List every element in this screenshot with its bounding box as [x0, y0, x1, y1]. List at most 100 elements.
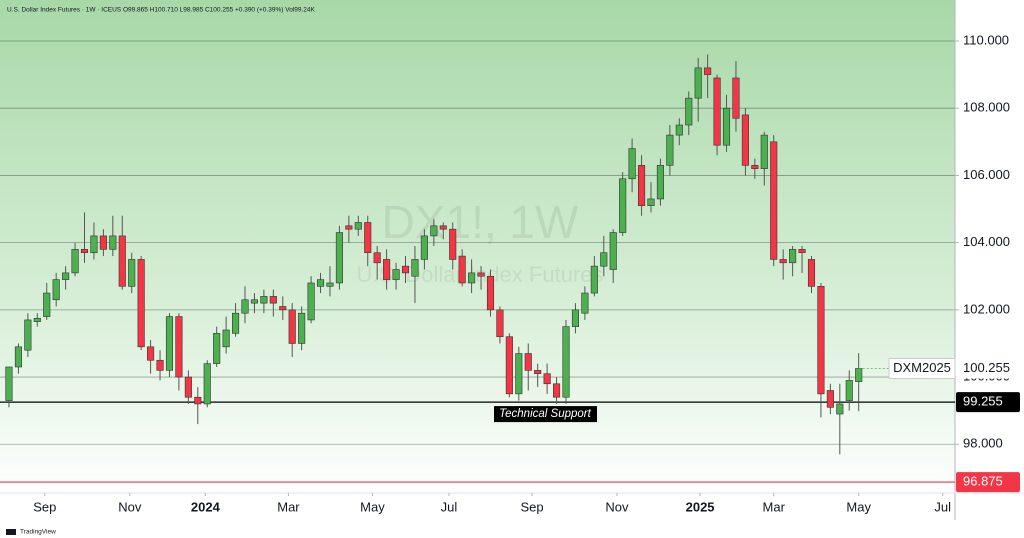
candle-body [156, 359, 164, 371]
x-tick-label: 2024 [191, 499, 221, 514]
candle-body [383, 259, 391, 280]
candle-body [741, 114, 749, 166]
candle-body [845, 380, 853, 401]
candle-body [505, 336, 513, 395]
candle-body [326, 282, 334, 287]
candle-body [798, 249, 806, 254]
x-tick-label: Jul [934, 499, 951, 514]
candle-body [685, 97, 693, 126]
candle-body [807, 259, 816, 287]
candle-body [836, 403, 844, 415]
candles [5, 54, 863, 455]
candle-body [449, 228, 457, 260]
candle-body [165, 316, 174, 371]
candle-body [826, 390, 834, 408]
y-tick-label: 110.000 [963, 32, 1009, 47]
x-tick-label: Mar [763, 499, 786, 514]
candle-body [496, 309, 504, 338]
candle-body [109, 235, 117, 250]
candle-body [288, 309, 296, 344]
candle-body [628, 148, 636, 180]
candle-body [184, 376, 192, 398]
candle-body [411, 259, 419, 277]
x-tick-label: Mar [277, 499, 300, 514]
candle-body [439, 225, 447, 230]
candle-body [430, 225, 438, 237]
candle-body [694, 67, 702, 99]
y-tick-label: 106.000 [963, 167, 1010, 182]
candle-body [194, 396, 202, 405]
candle-body [732, 77, 740, 119]
candle-body [486, 275, 495, 311]
candle-body [458, 255, 466, 284]
y-tick-label: 98.000 [963, 436, 1003, 451]
candle-body [137, 259, 145, 348]
candle-body [515, 353, 523, 395]
x-tick-label: May [360, 499, 385, 514]
annotation-box [494, 406, 597, 423]
candle-body [590, 265, 598, 294]
candle-body [279, 306, 287, 311]
candle-body [52, 279, 60, 301]
candle-body [637, 165, 646, 206]
candle-body [524, 353, 532, 371]
candle-body [80, 249, 89, 254]
candle-body [600, 252, 608, 267]
candle-body [335, 232, 343, 284]
y-tick-label: 104.000 [963, 234, 1010, 249]
candle-body [203, 363, 211, 405]
chart-subtitle: U.S. Dollar Index Futures · 1W · ICEUS O… [7, 7, 316, 14]
candle-body [760, 134, 768, 170]
level-label: 96.875 [963, 474, 1003, 489]
y-tick-label: 102.000 [963, 301, 1010, 316]
x-tick-label: Jul [441, 499, 458, 514]
candle-body [704, 67, 712, 75]
candle-body [553, 383, 561, 398]
candle-body [307, 282, 315, 321]
x-tick-label: Sep [520, 499, 543, 514]
candle-body [789, 249, 797, 264]
candle-body [90, 235, 98, 254]
candle-body [24, 319, 32, 351]
candle-body [855, 368, 863, 382]
candle-body [43, 292, 51, 317]
candle-body [62, 272, 70, 280]
candle-body [534, 370, 542, 374]
candle-body [468, 272, 476, 284]
candle-body [770, 141, 778, 260]
candle-body [477, 272, 485, 277]
candle-body [401, 265, 410, 274]
candle-body [675, 124, 683, 136]
candle-body [99, 235, 107, 250]
candle-body [373, 252, 381, 264]
candle-body [345, 225, 353, 230]
x-tick-label: Sep [33, 499, 56, 514]
x-tick-label: 2025 [686, 499, 715, 514]
brand: TradingView [20, 529, 56, 536]
candle-body [647, 198, 655, 206]
candle-body [817, 286, 825, 395]
candle-body [260, 296, 268, 304]
candle-body [71, 249, 79, 274]
candle-body [666, 134, 674, 166]
candle-body [14, 346, 22, 368]
candle-body [392, 269, 400, 280]
candle-body [581, 292, 589, 314]
candle-body [364, 222, 372, 254]
annotation: Technical Support [499, 408, 591, 420]
candle-body [298, 312, 306, 344]
candle-body [33, 317, 41, 322]
brand-logo [6, 529, 16, 535]
candle-body [571, 309, 580, 327]
candle-body [420, 235, 428, 260]
candle-body [5, 366, 13, 401]
watermark: DX1!, 1W [382, 196, 579, 248]
candle-body [619, 178, 627, 233]
level-label: 99.255 [963, 394, 1003, 409]
candle-body [562, 326, 570, 398]
candle-body [118, 235, 126, 287]
candle-body [354, 222, 362, 230]
x-tick-label: Nov [605, 499, 629, 514]
candle-body [751, 165, 759, 170]
candle-body [147, 346, 155, 361]
